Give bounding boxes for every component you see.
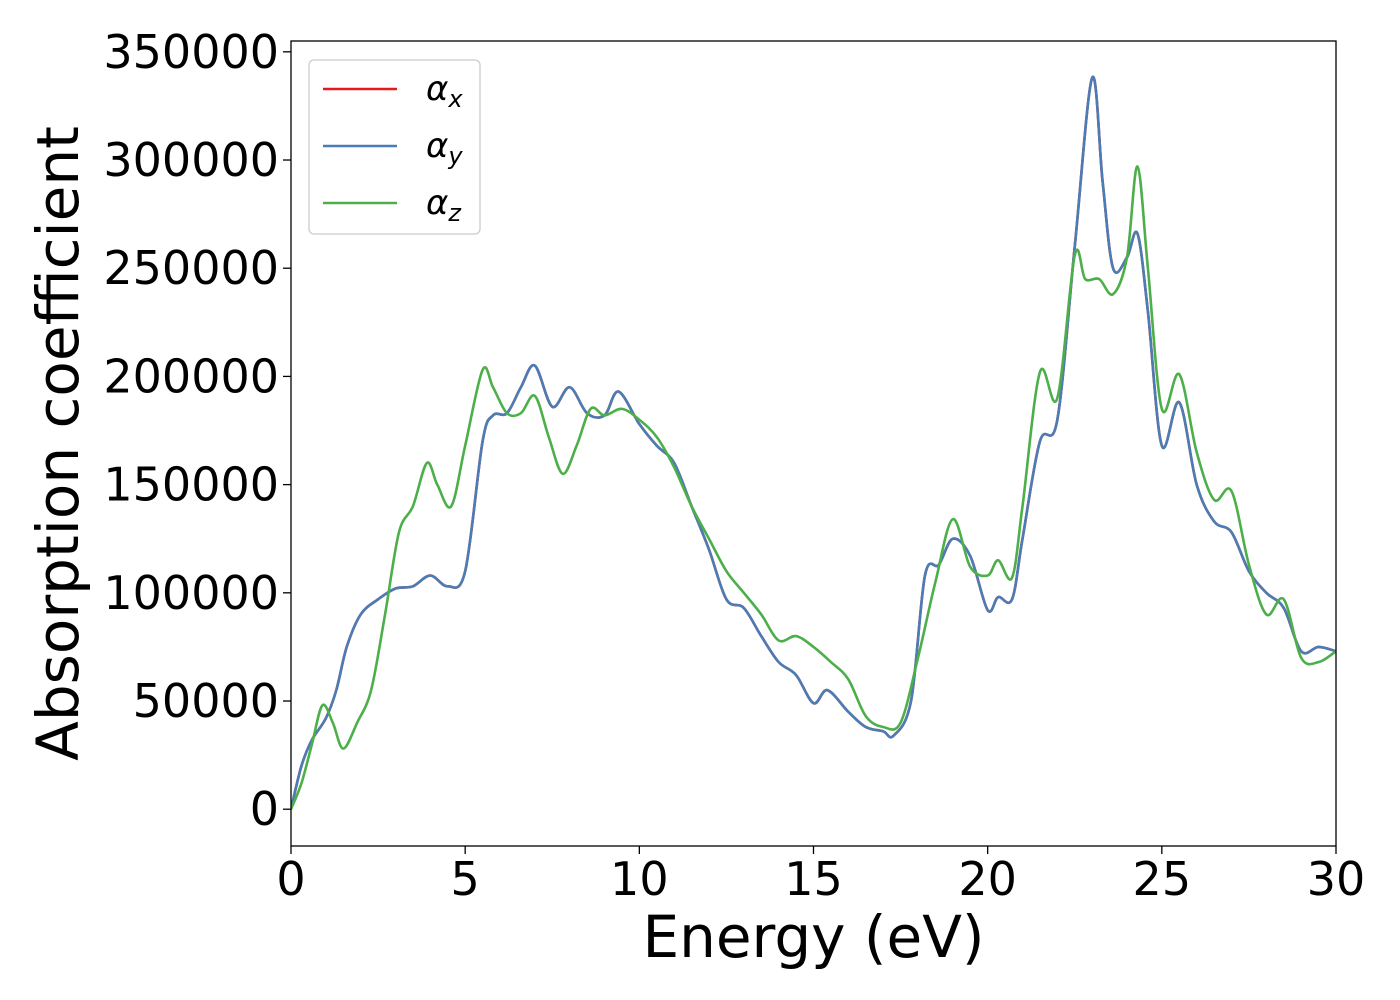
series-lines	[291, 75, 1336, 810]
x-axis-label: Energy (eV)	[642, 903, 984, 971]
y-axis-ticks: 0 50000 100000 150000 200000 250000 300000 3500…	[103, 25, 291, 836]
y-tick-label: 100000	[103, 566, 279, 620]
x-axis-ticks: 0 5 10 15 20 25 30	[276, 846, 1365, 906]
series-line-alpha-y	[291, 75, 1336, 810]
y-tick-label: 200000	[103, 349, 279, 403]
legend-label-alpha-z: αz	[426, 183, 462, 227]
x-tick-label: 10	[610, 852, 669, 906]
y-tick-label: 0	[250, 782, 279, 836]
series-line-alpha-z	[291, 165, 1336, 810]
legend-label-alpha-x: αx	[426, 69, 463, 113]
x-tick-label: 30	[1307, 852, 1366, 906]
x-tick-label: 25	[1133, 852, 1192, 906]
y-tick-label: 250000	[103, 241, 279, 295]
legend: αx αy αz	[308, 59, 481, 235]
y-tick-label: 150000	[103, 458, 279, 512]
legend-label-alpha-y: αy	[426, 126, 463, 170]
y-tick-label: 50000	[133, 674, 279, 728]
y-tick-label: 350000	[103, 25, 279, 79]
x-tick-label: 0	[276, 852, 305, 906]
x-tick-label: 20	[958, 852, 1017, 906]
x-tick-label: 15	[784, 852, 843, 906]
y-tick-label: 300000	[103, 133, 279, 187]
x-tick-label: 5	[451, 852, 480, 906]
y-axis-label: Absorption coefficient	[24, 126, 92, 761]
